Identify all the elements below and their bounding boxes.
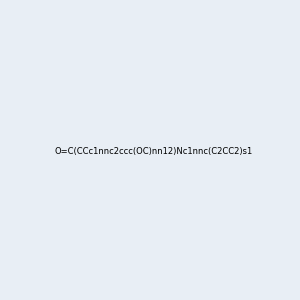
Text: O=C(CCc1nnc2ccc(OC)nn12)Nc1nnc(C2CC2)s1: O=C(CCc1nnc2ccc(OC)nn12)Nc1nnc(C2CC2)s1 bbox=[55, 147, 253, 156]
